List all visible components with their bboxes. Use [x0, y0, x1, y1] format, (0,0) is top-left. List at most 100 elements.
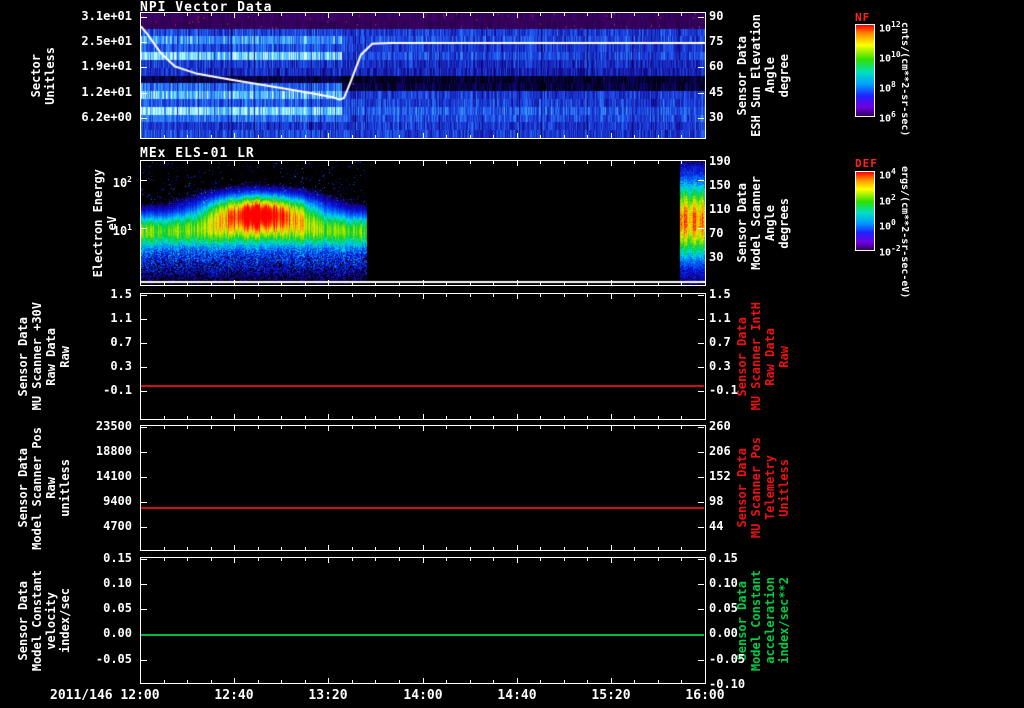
x-minor-tick-mark: [305, 13, 306, 16]
x-minor-tick-mark: [470, 426, 471, 429]
x-minor-tick-mark: [446, 680, 447, 683]
x-minor-tick-mark: [399, 558, 400, 561]
y-tick-mark: [698, 559, 704, 560]
axis-label-line: Sensor Data: [734, 448, 749, 528]
x-minor-tick-mark: [164, 135, 165, 138]
x-minor-tick-mark: [164, 294, 165, 297]
axis-label-line: Sensor Data: [15, 580, 30, 661]
x-minor-tick-mark: [305, 161, 306, 164]
x-tick-mark: [705, 426, 706, 431]
y-tick-mark: [698, 660, 704, 661]
x-minor-tick-mark: [658, 294, 659, 297]
x-minor-tick-mark: [258, 680, 259, 683]
y-tick-mark: [141, 367, 147, 368]
x-minor-tick-mark: [446, 558, 447, 561]
x-tick-mark: [705, 558, 706, 563]
x-minor-tick-mark: [493, 161, 494, 164]
x-minor-tick-mark: [305, 135, 306, 138]
x-minor-tick-mark: [281, 426, 282, 429]
axis-label-line: Sensor Data: [15, 448, 30, 528]
y-tick-mark: [698, 452, 704, 453]
x-tick-mark: [423, 280, 424, 285]
axis-label-line: Angle: [762, 57, 777, 94]
x-tick-mark: [423, 161, 424, 166]
x-tick-mark: [234, 13, 235, 18]
x-tick-mark: [328, 414, 329, 419]
x-minor-tick-mark: [587, 426, 588, 429]
y-tick-mark: [698, 609, 704, 610]
axis-label-line: acceleration: [762, 577, 777, 664]
x-minor-tick-mark: [399, 294, 400, 297]
x-minor-tick-mark: [281, 135, 282, 138]
x-minor-tick-mark: [658, 547, 659, 550]
y-tick-mark: [141, 559, 147, 560]
x-minor-tick-mark: [564, 680, 565, 683]
x-minor-tick-mark: [470, 294, 471, 297]
axis-label-line: Sensor Data: [734, 183, 749, 263]
y-tick-mark: [141, 391, 147, 392]
x-minor-tick-mark: [211, 13, 212, 16]
colorbar1-units: cnts/(cm**2-sr-sec): [899, 22, 910, 137]
axis-label-line: degree: [776, 53, 791, 98]
x-minor-tick-mark: [446, 294, 447, 297]
x-minor-tick-mark: [446, 13, 447, 16]
x-minor-tick-mark: [352, 294, 353, 297]
x-minor-tick-mark: [375, 426, 376, 429]
y-tick-label-right: 1.1: [709, 311, 731, 326]
x-tick-label: 12:40: [214, 688, 254, 703]
x-tick-mark: [611, 426, 612, 431]
x-minor-tick-mark: [540, 282, 541, 285]
x-tick-mark: [517, 13, 518, 18]
y-tick-label-left: 0.7: [110, 335, 132, 350]
x-tick-mark: [611, 13, 612, 18]
y-tick-label-right: 150: [709, 177, 731, 192]
x-tick-mark: [705, 678, 706, 683]
x-minor-tick-mark: [164, 680, 165, 683]
x-tick-mark: [328, 558, 329, 563]
y-tick-mark: [698, 118, 704, 119]
x-minor-tick-mark: [375, 135, 376, 138]
x-tick-mark: [328, 161, 329, 166]
x-tick-mark: [705, 294, 706, 299]
x-minor-tick-mark: [564, 426, 565, 429]
x-tick-mark: [611, 280, 612, 285]
x-tick-mark: [328, 280, 329, 285]
colorbar2-tick-label: 102: [879, 193, 896, 208]
x-tick-mark: [234, 558, 235, 563]
x-minor-tick-mark: [681, 135, 682, 138]
x-minor-tick-mark: [540, 416, 541, 419]
x-minor-tick-mark: [258, 294, 259, 297]
colorbar1-gradient: [856, 25, 874, 116]
y-tick-label-left: -0.05: [95, 651, 132, 666]
x-tick-mark: [234, 161, 235, 166]
x-tick-mark: [234, 426, 235, 431]
y-tick-label-left: 2.5e+01: [81, 34, 132, 49]
x-minor-tick-mark: [375, 680, 376, 683]
x-minor-tick-mark: [446, 282, 447, 285]
y-tick-label-left: 1.5: [110, 287, 132, 302]
panel3-right-axis-label: Sensor Data MU Scanner IntH Raw Data Raw: [733, 293, 793, 420]
data-line-model-scanner-pos-raw: [141, 507, 704, 509]
x-minor-tick-mark: [493, 13, 494, 16]
x-minor-tick-mark: [470, 135, 471, 138]
x-tick-mark: [517, 280, 518, 285]
y-tick-label-right: 0.00: [709, 626, 738, 641]
x-minor-tick-mark: [281, 416, 282, 419]
x-minor-tick-mark: [681, 294, 682, 297]
x-minor-tick-mark: [681, 558, 682, 561]
x-tick-mark: [423, 13, 424, 18]
x-minor-tick-mark: [258, 135, 259, 138]
x-minor-tick-mark: [258, 13, 259, 16]
x-minor-tick-mark: [164, 426, 165, 429]
x-tick-mark: [705, 13, 706, 18]
x-minor-tick-mark: [375, 294, 376, 297]
x-minor-tick-mark: [399, 135, 400, 138]
x-minor-tick-mark: [399, 13, 400, 16]
x-minor-tick-mark: [375, 547, 376, 550]
colorbar2: [855, 171, 875, 251]
x-minor-tick-mark: [399, 282, 400, 285]
x-minor-tick-mark: [564, 558, 565, 561]
y-tick-mark: [141, 67, 147, 68]
x-minor-tick-mark: [658, 558, 659, 561]
y-tick-label-left: 1.2e+01: [81, 84, 132, 99]
